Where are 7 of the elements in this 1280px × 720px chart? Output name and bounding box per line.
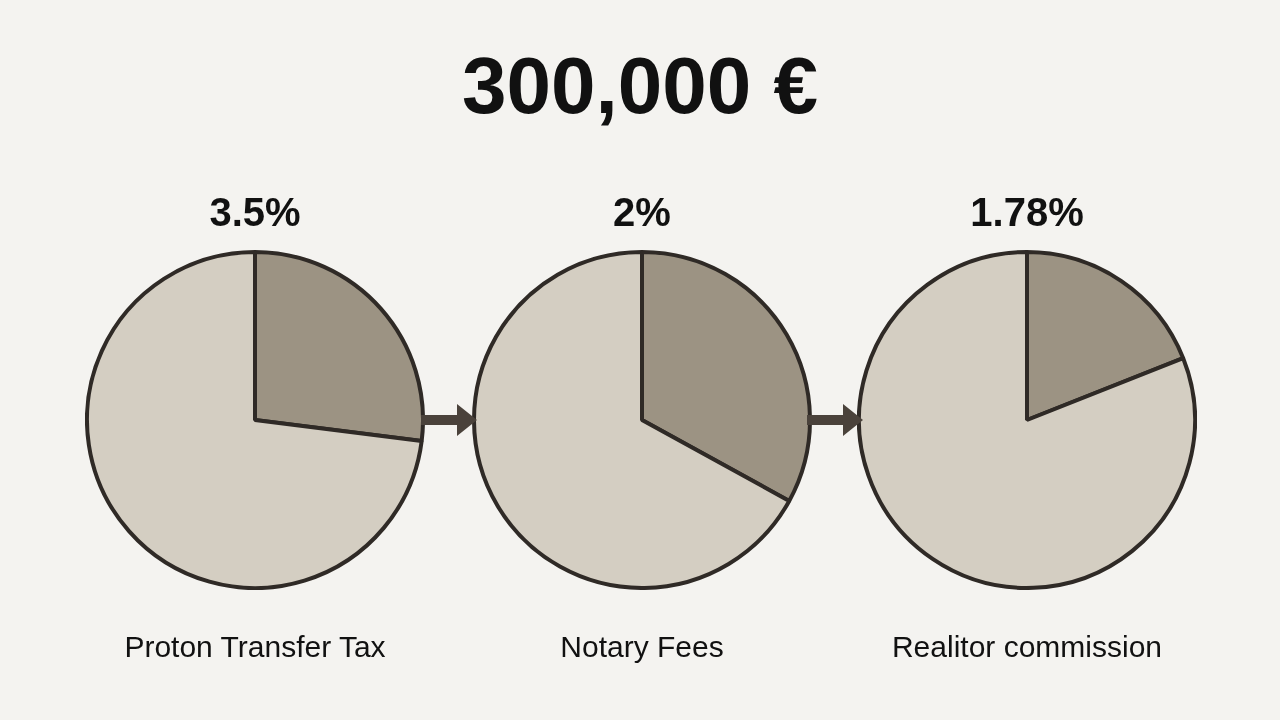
chart-title: 3.5% [208,189,302,236]
text: Notary Fees [559,630,725,664]
text: Proton Transfer Tax [123,630,387,664]
text: Realitor commission [890,630,1164,664]
chart-title: 1.78% [969,189,1085,236]
text: 300,000 € [461,40,819,132]
chart-title: 2% [612,189,672,236]
